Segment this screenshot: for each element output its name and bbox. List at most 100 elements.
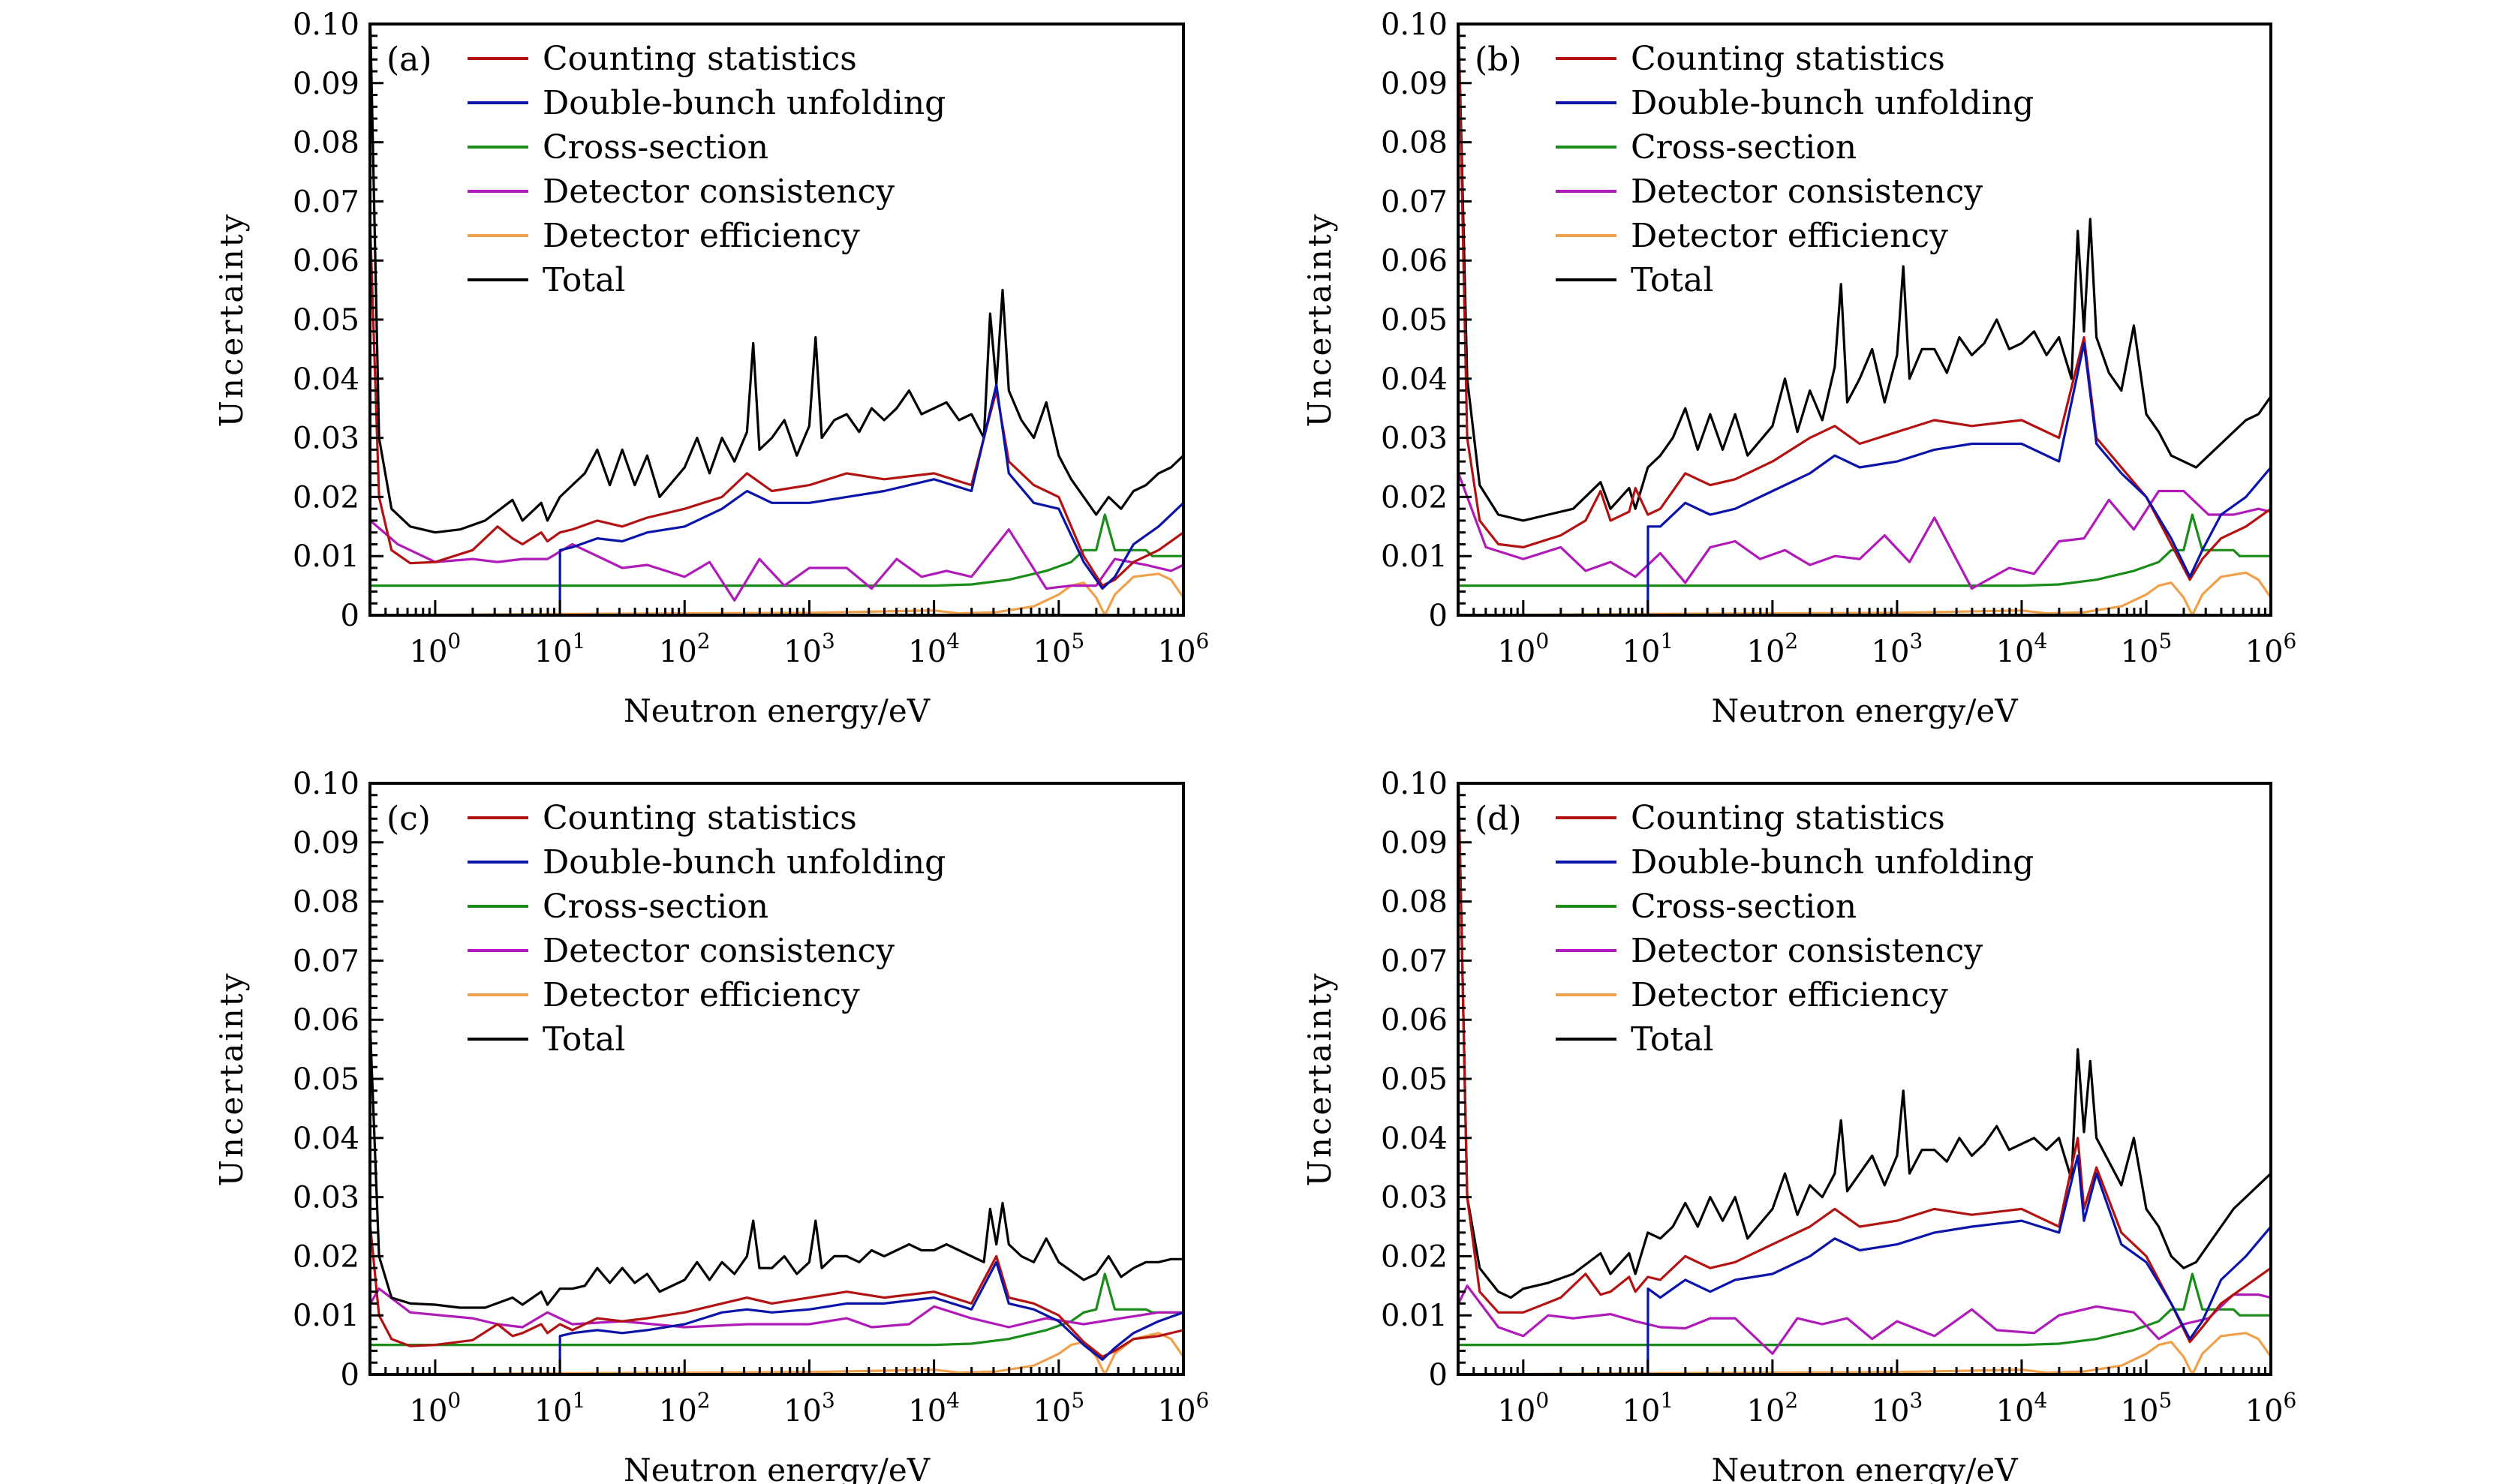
x-tick-label: 102 bbox=[1747, 1388, 1799, 1428]
legend-item-detector-efficiency: Detector efficiency bbox=[1556, 217, 1948, 255]
x-tick-label: 100 bbox=[1497, 1388, 1549, 1428]
panel-d: 0 0.01 0.02 0.03 0.04 0.05 0.06 0.07 0.08 0.09 0.1… bbox=[1301, 767, 2296, 1484]
series-line-counting bbox=[370, 1226, 1183, 1359]
y-tick-label: 0.06 bbox=[1381, 244, 1448, 278]
y-tick-label: 0.09 bbox=[1381, 826, 1448, 861]
y-tick-label: 0.05 bbox=[1381, 1062, 1448, 1097]
legend-label: Total bbox=[543, 1020, 625, 1059]
legend-label: Double-bunch unfolding bbox=[543, 84, 946, 122]
series-group bbox=[370, 24, 1183, 615]
x-tick-label: 101 bbox=[1622, 1388, 1673, 1428]
y-tick-label: 0.08 bbox=[1381, 885, 1448, 920]
panel-c: 0 0.01 0.02 0.03 0.04 0.05 0.06 0.07 0.08 0.09 0.1… bbox=[213, 767, 1209, 1484]
legend-item-total: Total bbox=[1556, 261, 1713, 299]
x-axis-label: Neutron energy/eV bbox=[1711, 692, 2018, 729]
series-line-detector-consistency bbox=[1458, 473, 2271, 590]
legend-label: Detector consistency bbox=[543, 932, 895, 970]
x-tick-label: 106 bbox=[2245, 629, 2297, 669]
series-line-double-bunch bbox=[1646, 341, 2271, 615]
legend-item-cross-section: Cross-section bbox=[1556, 888, 1857, 926]
series-line-double-bunch bbox=[1646, 1154, 2271, 1374]
series-group bbox=[1458, 24, 2271, 615]
panel-tag: (c) bbox=[386, 800, 431, 838]
series-line-total bbox=[370, 24, 1183, 534]
legend-label: Detector efficiency bbox=[543, 217, 860, 255]
series-line-detector-efficiency bbox=[370, 572, 1183, 615]
legend-label: Double-bunch unfolding bbox=[1631, 84, 2034, 122]
y-tick-label: 0.02 bbox=[293, 480, 359, 515]
x-tick-label: 103 bbox=[783, 629, 835, 669]
y-tick-label: 0 bbox=[1429, 1358, 1448, 1392]
legend-label: Detector consistency bbox=[543, 173, 895, 211]
series-line-detector-efficiency bbox=[1458, 571, 2271, 615]
series-group bbox=[1458, 783, 2271, 1374]
series-line-detector-consistency bbox=[370, 519, 1183, 602]
legend-label: Total bbox=[1631, 1020, 1713, 1059]
y-tick-label: 0.07 bbox=[293, 185, 359, 219]
series-line-total bbox=[370, 1031, 1183, 1309]
series-line-detector-efficiency bbox=[1458, 1332, 2271, 1374]
x-tick-label: 105 bbox=[1033, 1388, 1084, 1428]
series-line-detector-consistency bbox=[1458, 1284, 2271, 1356]
legend-item-detector-consistency: Detector consistency bbox=[1556, 173, 1983, 211]
y-tick-label: 0.02 bbox=[293, 1239, 359, 1274]
legend-item-total: Total bbox=[468, 1020, 625, 1059]
y-tick-label: 0.06 bbox=[293, 1003, 359, 1038]
x-tick-label: 104 bbox=[1996, 1388, 2048, 1428]
legend-item-cross-section: Cross-section bbox=[1556, 128, 1857, 167]
legend-item-detector-consistency: Detector consistency bbox=[1556, 932, 1983, 970]
x-axis-label: Neutron energy/eV bbox=[624, 692, 931, 729]
series-line-detector-efficiency bbox=[370, 1332, 1183, 1374]
legend-item-detector-efficiency: Detector efficiency bbox=[468, 217, 860, 255]
legend: Counting statistics Double-bunch unfoldin… bbox=[1556, 799, 2034, 1059]
x-tick-label: 100 bbox=[410, 1388, 462, 1428]
y-tick-label: 0.07 bbox=[1381, 944, 1448, 978]
legend-label: Total bbox=[1631, 261, 1713, 299]
legend-label: Cross-section bbox=[543, 888, 768, 926]
y-tick-label: 0.04 bbox=[1381, 1122, 1448, 1156]
legend-item-total: Total bbox=[1556, 1020, 1713, 1059]
legend-label: Total bbox=[543, 261, 625, 299]
y-tick-label: 0.01 bbox=[1381, 1299, 1448, 1333]
y-tick-label: 0.08 bbox=[1381, 126, 1448, 161]
y-tick-label: 0.02 bbox=[1381, 1239, 1448, 1274]
y-tick-label: 0.06 bbox=[293, 244, 359, 278]
legend-label: Detector consistency bbox=[1631, 173, 1983, 211]
legend-label: Counting statistics bbox=[543, 40, 857, 78]
y-tick-label: 0.09 bbox=[1381, 67, 1448, 101]
y-tick-label: 0.03 bbox=[293, 422, 359, 456]
x-tick-label: 106 bbox=[1158, 629, 1210, 669]
series-line-cross-section bbox=[1458, 513, 2271, 587]
x-tick-label: 105 bbox=[1033, 629, 1084, 669]
legend-label: Cross-section bbox=[543, 128, 768, 167]
series-line-counting bbox=[370, 230, 1183, 587]
y-axis-label: Uncertainty bbox=[1301, 972, 1338, 1187]
panel-tag: (d) bbox=[1475, 800, 1522, 838]
y-tick-label: 0.08 bbox=[293, 885, 359, 920]
legend-item-total: Total bbox=[468, 261, 625, 299]
y-tick-label: 0.01 bbox=[293, 539, 359, 574]
x-tick-label: 102 bbox=[659, 629, 711, 669]
legend-label: Detector efficiency bbox=[543, 976, 860, 1014]
y-tick-label: 0.10 bbox=[293, 8, 359, 42]
y-tick-label: 0 bbox=[1429, 599, 1448, 633]
series-line-cross-section bbox=[370, 1272, 1183, 1347]
y-tick-label: 0.10 bbox=[1381, 767, 1448, 801]
y-tick-label: 0.04 bbox=[293, 362, 359, 397]
series-line-counting bbox=[1458, 783, 2271, 1344]
series-group bbox=[370, 1031, 1183, 1374]
legend: Counting statistics Double-bunch unfoldin… bbox=[468, 799, 946, 1059]
x-tick-label: 100 bbox=[1497, 629, 1549, 669]
y-tick-label: 0.03 bbox=[1381, 422, 1448, 456]
panel-b: 0 0.01 0.02 0.03 0.04 0.05 0.06 0.07 0.08 0.09 0.1… bbox=[1301, 8, 2296, 729]
x-tick-label: 105 bbox=[2121, 1388, 2173, 1428]
y-tick-label: 0.10 bbox=[1381, 8, 1448, 42]
x-tick-label: 103 bbox=[783, 1388, 835, 1428]
y-tick-label: 0.07 bbox=[293, 944, 359, 978]
x-tick-label: 103 bbox=[1872, 629, 1923, 669]
y-tick-label: 0.10 bbox=[293, 767, 359, 801]
legend-label: Counting statistics bbox=[1631, 799, 1945, 837]
x-tick-label: 102 bbox=[1747, 629, 1799, 669]
legend: Counting statistics Double-bunch unfoldin… bbox=[468, 40, 946, 299]
